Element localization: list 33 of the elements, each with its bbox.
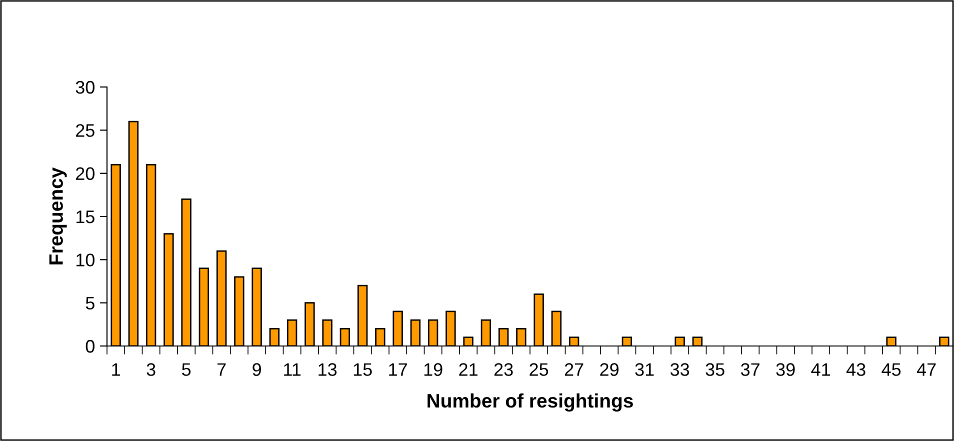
y-tick-label: 20	[76, 167, 94, 180]
x-tick-label: 23	[494, 363, 513, 376]
y-axis-title: Frequency	[49, 167, 67, 264]
x-tick-label: 45	[882, 363, 901, 376]
x-tick-label: 29	[600, 363, 618, 376]
x-tick-label: 7	[217, 363, 226, 376]
x-tick-label: 47	[916, 363, 936, 376]
y-tick-label: 0	[86, 340, 94, 353]
x-tick-label: 9	[252, 363, 261, 376]
x-tick-label: 35	[706, 363, 724, 376]
x-tick-label: 21	[459, 363, 478, 376]
y-tick-label: 30	[76, 80, 94, 94]
x-tick-label: 17	[389, 363, 407, 376]
x-tick-label: 39	[776, 363, 795, 376]
x-tick-label: 37	[740, 363, 760, 376]
x-tick-label: 43	[846, 363, 866, 376]
x-tick-label: 1	[112, 363, 120, 376]
y-tick-label: 25	[76, 124, 94, 137]
x-axis-title: Number of resightings	[428, 393, 633, 412]
x-tick-label: 13	[318, 363, 337, 376]
x-tick-label: 15	[354, 363, 372, 376]
x-tick-label: 19	[424, 363, 442, 376]
x-tick-label: 33	[670, 363, 690, 376]
y-tick-label: 15	[76, 210, 94, 224]
x-tick-label: 41	[811, 363, 830, 376]
x-tick-label: 3	[146, 363, 156, 376]
x-tick-label: 11	[284, 363, 301, 376]
y-tick-label: 10	[76, 254, 94, 266]
x-tick-label: 25	[530, 363, 548, 376]
y-tick-label: 5	[86, 296, 94, 310]
x-tick-label: 27	[564, 363, 584, 376]
x-tick-label: 31	[635, 363, 654, 376]
x-tick-label: 5	[182, 363, 191, 376]
